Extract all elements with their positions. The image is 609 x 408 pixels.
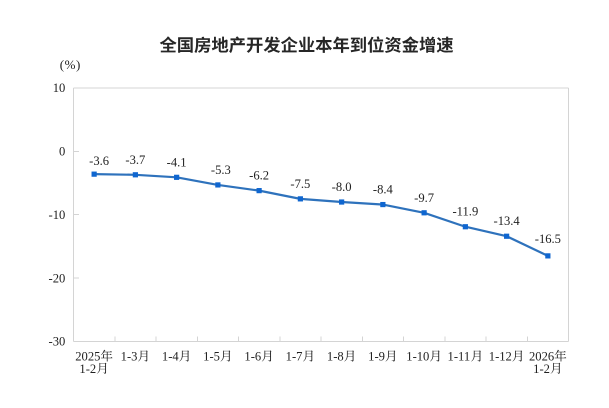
svg-text:-13.4: -13.4	[494, 214, 521, 228]
svg-text:1-5: 1-5	[203, 350, 220, 364]
svg-text:-9.7: -9.7	[414, 191, 434, 205]
svg-text:(%): (%)	[60, 57, 81, 72]
svg-text:-3.7: -3.7	[125, 153, 145, 167]
svg-text:1-2: 1-2	[533, 362, 550, 376]
svg-text:-3.6: -3.6	[89, 154, 109, 168]
svg-text:0: 0	[59, 145, 65, 159]
svg-text:2026: 2026	[529, 350, 554, 364]
svg-text:10: 10	[53, 81, 66, 95]
svg-text:-11.9: -11.9	[452, 205, 478, 219]
svg-text:1-7: 1-7	[286, 350, 303, 364]
svg-text:-30: -30	[49, 335, 66, 349]
svg-text:-6.2: -6.2	[249, 169, 269, 183]
svg-text:1-4: 1-4	[162, 350, 179, 364]
svg-text:-20: -20	[49, 271, 66, 285]
svg-text:-7.5: -7.5	[290, 177, 310, 191]
svg-text:2025: 2025	[75, 350, 100, 364]
svg-text:1-11: 1-11	[448, 350, 471, 364]
svg-text:-8.4: -8.4	[373, 183, 394, 197]
svg-text:1-12: 1-12	[489, 350, 512, 364]
svg-text:-5.3: -5.3	[211, 163, 231, 177]
svg-text:-10: -10	[49, 208, 66, 222]
svg-text:1-6: 1-6	[244, 350, 261, 364]
svg-text:1-8: 1-8	[327, 350, 344, 364]
svg-text:1-2: 1-2	[79, 362, 96, 376]
svg-text:1-9: 1-9	[368, 350, 385, 364]
svg-text:1-3: 1-3	[121, 350, 138, 364]
svg-text:1-10: 1-10	[406, 350, 429, 364]
svg-text:-8.0: -8.0	[332, 180, 352, 194]
svg-text:-4.1: -4.1	[167, 155, 187, 169]
svg-text:-16.5: -16.5	[535, 232, 561, 246]
